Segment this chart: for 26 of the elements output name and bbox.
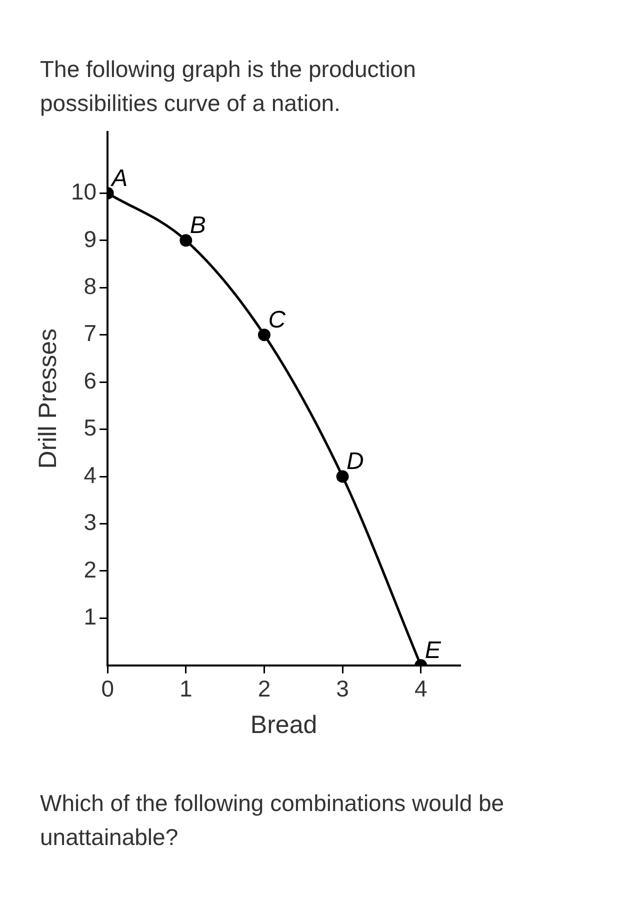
annotation: E xyxy=(424,637,442,664)
annotation: D xyxy=(346,448,364,476)
annotation: C xyxy=(268,306,286,334)
y-tick-label: 4 xyxy=(84,462,97,488)
y-tick-label: 3 xyxy=(84,509,97,536)
y-tick-label: 2 xyxy=(84,556,97,582)
y-tick-label: 6 xyxy=(84,367,97,394)
y-tick-label: 8 xyxy=(84,272,97,299)
x-tick-label: 2 xyxy=(258,676,271,702)
annotation: B xyxy=(190,212,206,240)
x-tick-label: 3 xyxy=(336,676,349,702)
x-tick-label: 0 xyxy=(101,676,114,702)
y-tick-label: 7 xyxy=(84,320,97,346)
y-tick-label: 10 xyxy=(70,178,97,205)
annotation: A xyxy=(110,164,128,192)
y-tick-label: 1 xyxy=(84,604,97,630)
x-tick-label: 4 xyxy=(414,676,428,702)
y-axis-title: Drill Presses xyxy=(34,328,62,469)
y-tick-label: 9 xyxy=(84,226,97,252)
x-tick-label: 1 xyxy=(180,676,192,702)
x-axis-title: Bread xyxy=(250,710,318,739)
point xyxy=(258,328,270,342)
y-tick-label: 5 xyxy=(84,414,97,441)
text: Which of the following combinations would be unattainable? xyxy=(40,789,506,852)
chart-title: The following graph is the production possibilities curve of a nation. xyxy=(40,55,417,118)
point xyxy=(180,234,192,247)
